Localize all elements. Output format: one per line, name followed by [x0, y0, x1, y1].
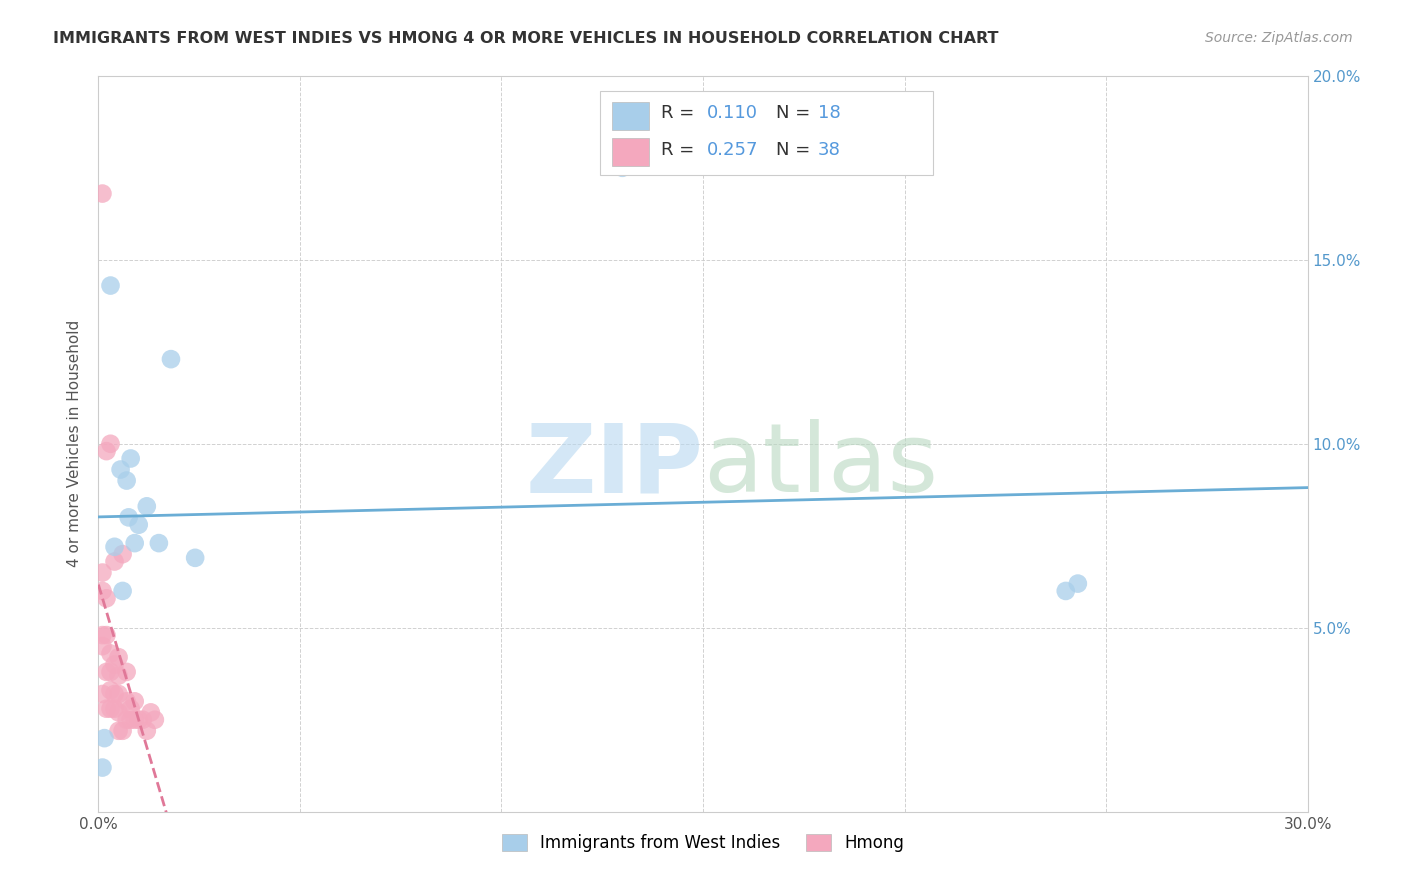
Point: [100, 683, 122, 698]
Point: [103, 657, 125, 672]
Point: [115, 474, 138, 488]
FancyBboxPatch shape: [613, 102, 648, 129]
Point: [96, 591, 118, 606]
Point: [103, 554, 125, 569]
Point: [111, 584, 134, 599]
Point: [96, 444, 118, 458]
Point: [118, 510, 141, 524]
Text: Source: ZipAtlas.com: Source: ZipAtlas.com: [1205, 31, 1353, 45]
Point: [115, 713, 138, 727]
Text: N =: N =: [776, 141, 815, 159]
Y-axis label: 4 or more Vehicles in Household: 4 or more Vehicles in Household: [67, 320, 83, 567]
Point: [100, 665, 122, 679]
Point: [128, 517, 150, 532]
Point: [91, 584, 114, 599]
Point: [107, 687, 129, 701]
Point: [100, 701, 122, 715]
Point: [139, 706, 162, 720]
Text: ZIP: ZIP: [524, 419, 703, 512]
Text: atlas: atlas: [703, 419, 938, 512]
Point: [107, 650, 129, 665]
Point: [124, 713, 146, 727]
Point: [103, 540, 125, 554]
Text: 18: 18: [818, 104, 841, 122]
Point: [115, 694, 138, 708]
Point: [612, 161, 634, 175]
Point: [128, 713, 150, 727]
Point: [115, 665, 138, 679]
Point: [132, 713, 155, 727]
Point: [91, 628, 114, 642]
Point: [111, 723, 134, 738]
Point: [120, 701, 142, 715]
Text: R =: R =: [661, 104, 700, 122]
Point: [91, 639, 114, 653]
Point: [120, 451, 142, 466]
Point: [103, 701, 125, 715]
Point: [100, 436, 122, 450]
Point: [1054, 584, 1077, 599]
Point: [91, 760, 114, 774]
Point: [93, 731, 115, 746]
Point: [160, 352, 183, 367]
Point: [96, 701, 118, 715]
Text: N =: N =: [776, 104, 815, 122]
Point: [107, 706, 129, 720]
Point: [135, 723, 157, 738]
Point: [124, 536, 146, 550]
Point: [91, 186, 114, 201]
Point: [107, 723, 129, 738]
Point: [124, 694, 146, 708]
Point: [184, 550, 207, 565]
Text: 38: 38: [818, 141, 841, 159]
Point: [148, 536, 170, 550]
Text: R =: R =: [661, 141, 700, 159]
Point: [143, 713, 166, 727]
Point: [91, 687, 114, 701]
Point: [100, 278, 122, 293]
Point: [111, 547, 134, 561]
Text: IMMIGRANTS FROM WEST INDIES VS HMONG 4 OR MORE VEHICLES IN HOUSEHOLD CORRELATION: IMMIGRANTS FROM WEST INDIES VS HMONG 4 O…: [53, 31, 998, 46]
Text: 0.257: 0.257: [707, 141, 758, 159]
Point: [1067, 576, 1090, 591]
Legend: Immigrants from West Indies, Hmong: Immigrants from West Indies, Hmong: [495, 827, 911, 859]
Point: [107, 668, 129, 682]
Text: 0.110: 0.110: [707, 104, 758, 122]
Point: [96, 628, 118, 642]
Point: [120, 713, 142, 727]
Point: [91, 566, 114, 580]
Point: [96, 665, 118, 679]
FancyBboxPatch shape: [600, 90, 932, 175]
Point: [135, 500, 157, 514]
Point: [100, 647, 122, 661]
FancyBboxPatch shape: [613, 138, 648, 166]
Point: [103, 687, 125, 701]
Point: [110, 462, 132, 476]
